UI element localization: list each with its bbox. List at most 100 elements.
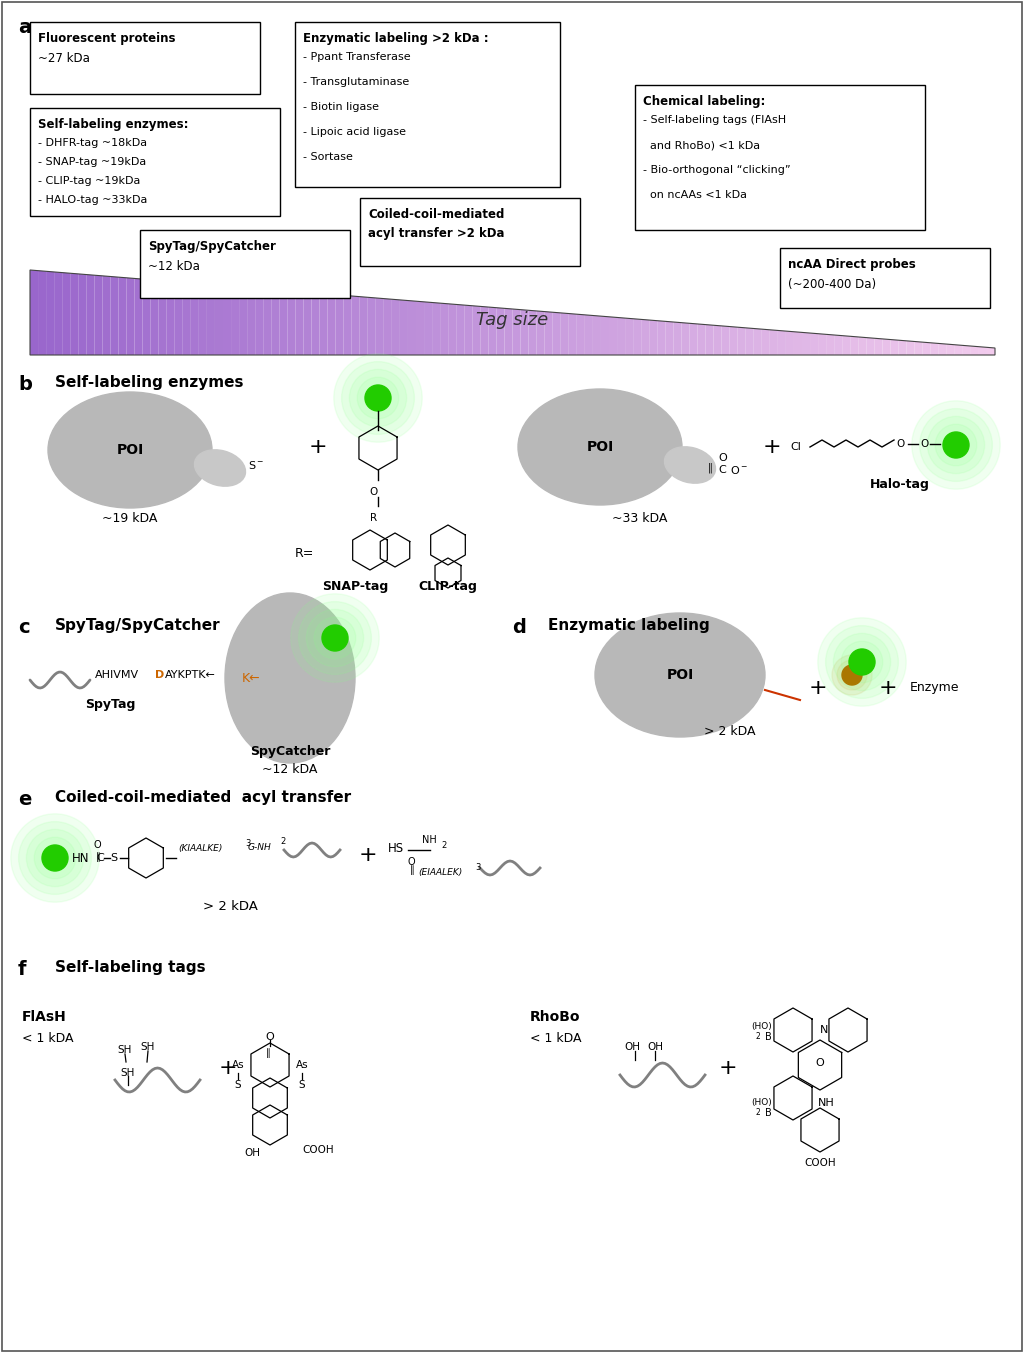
- Polygon shape: [497, 307, 505, 354]
- Text: POI: POI: [117, 442, 143, 457]
- Polygon shape: [199, 284, 207, 354]
- Polygon shape: [351, 296, 359, 354]
- Text: O$^-$: O$^-$: [730, 464, 748, 476]
- FancyBboxPatch shape: [780, 248, 990, 308]
- Polygon shape: [810, 333, 818, 354]
- Text: O: O: [408, 856, 416, 867]
- Polygon shape: [119, 277, 127, 354]
- Polygon shape: [601, 317, 609, 354]
- Text: Coiled-coil-mediated  acyl transfer: Coiled-coil-mediated acyl transfer: [55, 790, 351, 805]
- Text: S: S: [299, 1080, 305, 1091]
- Text: OH: OH: [647, 1042, 663, 1053]
- Text: D: D: [155, 670, 164, 681]
- Polygon shape: [898, 340, 906, 354]
- Text: C: C: [96, 852, 103, 863]
- Text: O: O: [718, 453, 727, 463]
- Circle shape: [837, 660, 867, 690]
- Polygon shape: [392, 299, 400, 354]
- Text: NH: NH: [422, 835, 437, 846]
- Polygon shape: [280, 290, 288, 354]
- Polygon shape: [30, 271, 38, 354]
- Polygon shape: [359, 296, 368, 354]
- Text: +: +: [308, 437, 328, 457]
- Polygon shape: [987, 348, 995, 354]
- Text: Self-labeling enzymes:: Self-labeling enzymes:: [38, 118, 188, 131]
- Text: As: As: [296, 1059, 308, 1070]
- Polygon shape: [561, 313, 568, 354]
- Polygon shape: [239, 287, 247, 354]
- Text: SH: SH: [118, 1045, 132, 1055]
- Polygon shape: [134, 279, 142, 354]
- Polygon shape: [175, 281, 183, 354]
- Polygon shape: [923, 342, 931, 354]
- Polygon shape: [505, 308, 512, 354]
- Text: +: +: [809, 678, 827, 698]
- Text: Fluorescent proteins: Fluorescent proteins: [38, 32, 175, 45]
- Text: - Sortase: - Sortase: [303, 152, 353, 162]
- Text: Chemical labeling:: Chemical labeling:: [643, 95, 765, 108]
- Polygon shape: [826, 334, 835, 354]
- Text: > 2 kDA: > 2 kDA: [203, 900, 257, 913]
- Circle shape: [342, 361, 415, 434]
- Polygon shape: [142, 279, 151, 354]
- Polygon shape: [737, 327, 745, 354]
- Circle shape: [849, 649, 874, 675]
- Polygon shape: [94, 275, 102, 354]
- Polygon shape: [488, 307, 497, 354]
- Text: 2: 2: [756, 1032, 761, 1040]
- Text: O: O: [816, 1058, 824, 1068]
- Text: SpyTag/SpyCatcher: SpyTag/SpyCatcher: [148, 239, 275, 253]
- Ellipse shape: [225, 593, 355, 763]
- Circle shape: [334, 353, 422, 442]
- Circle shape: [841, 641, 883, 683]
- Polygon shape: [770, 330, 778, 354]
- Polygon shape: [472, 306, 480, 354]
- Polygon shape: [319, 294, 328, 354]
- Polygon shape: [657, 321, 666, 354]
- Circle shape: [27, 829, 84, 886]
- Circle shape: [306, 609, 364, 667]
- Text: (~200-400 Da): (~200-400 Da): [788, 277, 877, 291]
- Polygon shape: [850, 337, 858, 354]
- Text: Coiled-coil-mediated: Coiled-coil-mediated: [368, 208, 505, 221]
- Text: RhoBo: RhoBo: [530, 1009, 581, 1024]
- Polygon shape: [906, 341, 914, 354]
- Polygon shape: [681, 322, 689, 354]
- Circle shape: [943, 432, 969, 459]
- Polygon shape: [127, 277, 134, 354]
- Text: Self-labeling enzymes: Self-labeling enzymes: [55, 375, 244, 390]
- Polygon shape: [255, 288, 263, 354]
- Text: - HALO-tag ~33kDa: - HALO-tag ~33kDa: [38, 195, 147, 206]
- Text: ∥: ∥: [96, 852, 101, 862]
- Text: - Ppant Transferase: - Ppant Transferase: [303, 51, 411, 62]
- Circle shape: [920, 409, 992, 482]
- Polygon shape: [818, 334, 826, 354]
- Polygon shape: [416, 302, 424, 354]
- Polygon shape: [649, 321, 657, 354]
- Text: SH: SH: [121, 1068, 135, 1078]
- Text: AYKPTK←: AYKPTK←: [165, 670, 216, 681]
- Polygon shape: [271, 290, 280, 354]
- Polygon shape: [432, 303, 440, 354]
- Polygon shape: [167, 281, 175, 354]
- Polygon shape: [520, 310, 528, 354]
- Polygon shape: [866, 338, 874, 354]
- Polygon shape: [745, 327, 754, 354]
- Circle shape: [831, 655, 872, 695]
- Text: Cl: Cl: [790, 442, 801, 452]
- Text: O: O: [265, 1032, 274, 1042]
- Polygon shape: [190, 283, 199, 354]
- Polygon shape: [778, 330, 785, 354]
- Polygon shape: [585, 315, 593, 354]
- Text: Enzymatic labeling >2 kDa :: Enzymatic labeling >2 kDa :: [303, 32, 488, 45]
- Polygon shape: [424, 302, 432, 354]
- Circle shape: [314, 617, 355, 659]
- Polygon shape: [947, 344, 954, 354]
- Polygon shape: [874, 338, 883, 354]
- Text: Enzyme: Enzyme: [910, 682, 959, 694]
- Polygon shape: [215, 285, 223, 354]
- Text: - CLIP-tag ~19kDa: - CLIP-tag ~19kDa: [38, 176, 140, 185]
- Ellipse shape: [195, 449, 246, 486]
- Text: S: S: [110, 852, 117, 863]
- Polygon shape: [641, 319, 649, 354]
